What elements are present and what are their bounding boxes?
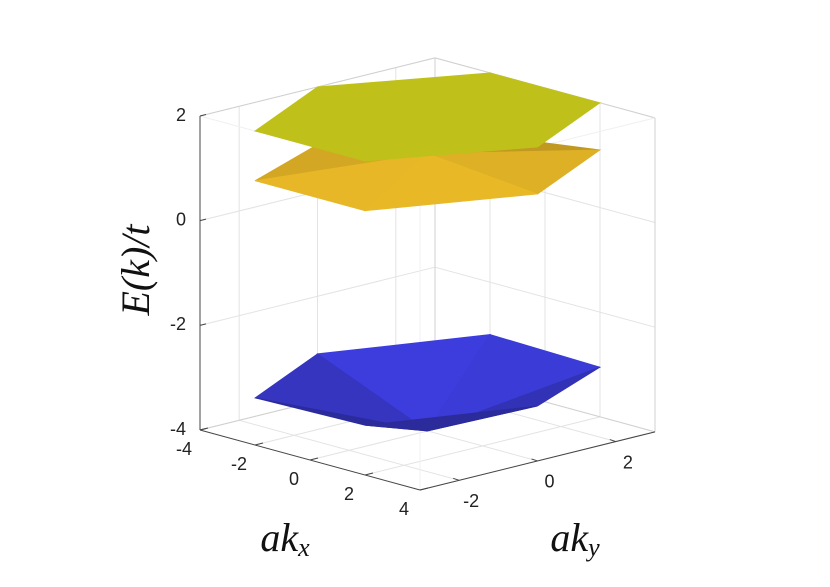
y-tick-label: 0 [544,472,554,492]
z-tick-label: -4 [170,419,186,439]
tick-mark [309,457,319,461]
tick-mark [609,439,616,443]
tick-mark [199,114,207,117]
tick-mark [419,487,429,491]
surface-patch [364,405,538,432]
z-axis-label: E(k)/t [113,224,158,317]
y-axis-label: aky [550,515,600,562]
tick-mark [364,472,374,476]
x-tick-label: 2 [344,484,354,504]
tick-mark [199,427,209,431]
tick-mark [199,323,207,326]
x-axis-label: akx [260,515,310,562]
tick-mark [254,442,264,446]
tick-mark [531,458,538,462]
z-tick-label: -2 [170,314,186,334]
x-tick-label: -4 [176,439,192,459]
y-tick-label: -2 [463,491,479,511]
tick-mark [453,477,460,481]
surface-patch [363,116,538,162]
tick-mark [199,218,207,222]
z-tick-label: 2 [176,105,186,125]
x-tick-label: -2 [231,454,247,474]
grid-line [199,266,436,326]
x-tick-label: 4 [399,499,409,519]
grid-line [239,419,460,481]
y-tick-label: 2 [623,452,633,472]
x-tick-label: 0 [289,469,299,489]
z-tick-label: 0 [176,209,186,229]
surface-patch [363,153,538,212]
grid-line [434,266,656,328]
